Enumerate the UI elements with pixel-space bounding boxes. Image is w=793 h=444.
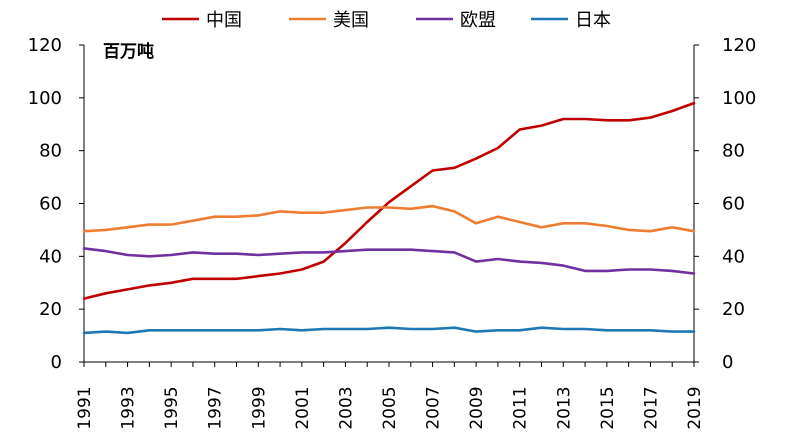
- series-line-2: [82, 204, 696, 233]
- x-tick-label: 1997: [206, 386, 226, 429]
- x-tick-label: 2011: [511, 386, 531, 429]
- y-axis-unit-label: 百万吨: [103, 41, 154, 62]
- series-layer: [82, 101, 696, 335]
- y-tick-label-right: 120: [722, 35, 756, 56]
- legend-label-1: 中国: [206, 10, 242, 31]
- series-line-4: [82, 326, 696, 335]
- x-tick-label: 2019: [685, 386, 705, 429]
- y-tick-label-left: 20: [39, 299, 62, 320]
- y-tick-label-right: 80: [722, 141, 745, 162]
- x-tick-label: 1991: [75, 386, 95, 429]
- y-tick-label-left: 40: [39, 246, 62, 267]
- x-tick-label: 2017: [641, 386, 661, 429]
- y-tick-label-left: 60: [39, 194, 62, 215]
- x-tick-label: 2001: [293, 386, 313, 429]
- series-line-1: [82, 101, 696, 300]
- legend-label-3: 欧盟: [460, 10, 496, 31]
- y-tick-label-right: 60: [722, 194, 745, 215]
- x-tick-label: 2013: [554, 386, 574, 429]
- x-tick-label: 1995: [162, 386, 182, 429]
- x-tick-label: 2009: [467, 386, 487, 429]
- x-tick-label: 2015: [598, 386, 618, 429]
- legend: 中国 美国 欧盟 日本: [162, 10, 611, 31]
- y-tick-label-right: 40: [722, 246, 745, 267]
- y-tick-label-left: 100: [28, 88, 62, 109]
- x-tick-label: 2003: [336, 386, 356, 429]
- y-tick-label-right: 20: [722, 299, 745, 320]
- legend-label-2: 美国: [333, 10, 369, 31]
- y-tick-label-left: 120: [28, 35, 62, 56]
- y-tick-label-left: 80: [39, 141, 62, 162]
- series-line-3: [82, 247, 696, 275]
- y-tick-label-right: 100: [722, 88, 756, 109]
- axes: 0 20 40 60 80 100 120 0 20 40 60 80 100 120 1991 1993 19…: [28, 35, 757, 430]
- x-tick-label: 1999: [249, 386, 269, 429]
- x-tick-label: 2007: [424, 386, 444, 429]
- x-tick-label: 1993: [119, 386, 139, 429]
- legend-label-4: 日本: [575, 10, 611, 31]
- y-tick-label-right: 0: [722, 352, 733, 373]
- y-tick-label-left: 0: [51, 352, 62, 373]
- x-tick-label: 2005: [380, 386, 400, 429]
